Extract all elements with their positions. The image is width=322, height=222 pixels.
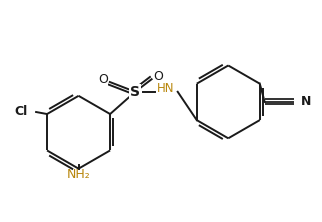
Text: S: S	[130, 85, 140, 99]
Text: Cl: Cl	[15, 105, 28, 117]
Text: HN: HN	[157, 82, 174, 95]
Text: NH₂: NH₂	[67, 168, 90, 181]
Text: O: O	[98, 73, 108, 86]
Text: O: O	[154, 70, 163, 83]
Text: N: N	[301, 95, 311, 108]
